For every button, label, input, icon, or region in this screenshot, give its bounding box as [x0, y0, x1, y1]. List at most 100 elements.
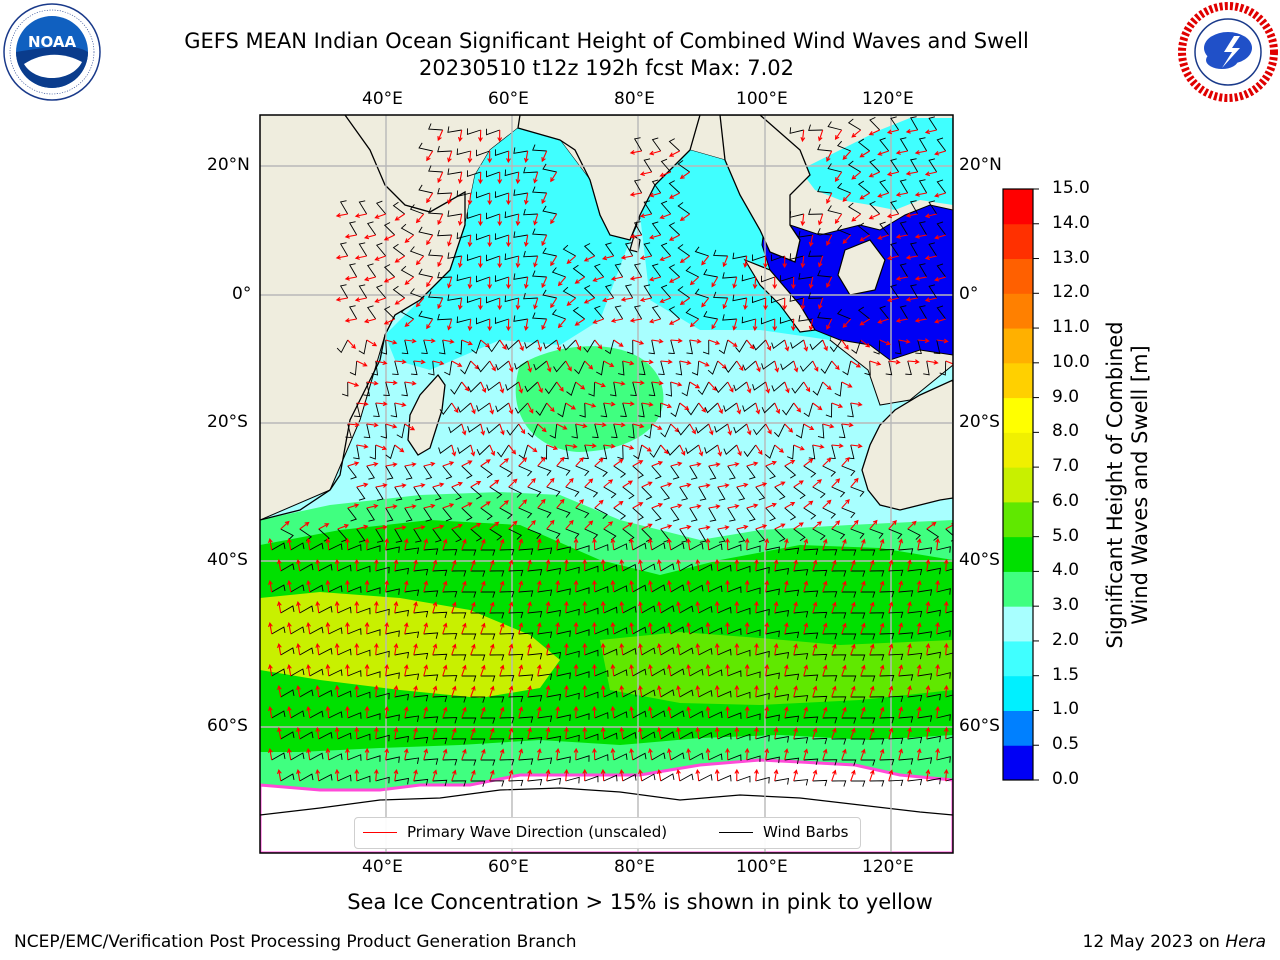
- wind-barb: [451, 654, 467, 661]
- wave-direction-arrow: [734, 558, 740, 572]
- wind-barb: [489, 486, 503, 499]
- wave-direction-arrow: [898, 339, 911, 344]
- wave-direction-arrow: [437, 213, 444, 226]
- wave-direction-arrow: [384, 747, 390, 761]
- wave-direction-arrow: [432, 524, 445, 530]
- wind-barb: [480, 591, 496, 598]
- wave-direction-arrow: [366, 422, 379, 428]
- wind-barb: [451, 528, 462, 543]
- wave-direction-arrow: [831, 643, 837, 656]
- wind-barb: [418, 142, 433, 152]
- wave-direction-arrow: [487, 192, 493, 206]
- wind-barb: [584, 733, 599, 741]
- wave-direction-arrow: [364, 537, 370, 551]
- wave-direction-arrow: [423, 503, 436, 509]
- wave-direction-arrow: [536, 706, 542, 719]
- wave-direction-arrow: [451, 360, 463, 367]
- wind-barb: [470, 738, 486, 745]
- wave-direction-arrow: [451, 643, 457, 656]
- wind-barb: [918, 263, 928, 278]
- wind-barb: [714, 381, 729, 394]
- wind-barb: [717, 606, 732, 614]
- wave-direction-arrow: [660, 444, 669, 455]
- wave-direction-arrow: [879, 748, 885, 761]
- wind-barb: [945, 610, 953, 614]
- wave-direction-arrow: [523, 318, 529, 331]
- wind-barb: [774, 610, 790, 617]
- wave-direction-arrow: [629, 747, 634, 761]
- wave-direction-arrow: [563, 642, 569, 656]
- wave-direction-arrow: [812, 601, 818, 614]
- wave-direction-arrow: [659, 171, 671, 178]
- wave-direction-arrow: [708, 462, 721, 468]
- wave-direction-arrow: [736, 360, 744, 372]
- wind-barb: [575, 507, 590, 519]
- wind-barb: [309, 710, 324, 719]
- wind-barb: [562, 244, 576, 257]
- wind-barb: [910, 242, 919, 257]
- wave-direction-arrow: [603, 443, 616, 449]
- wind-barb: [654, 402, 662, 418]
- wave-direction-arrow: [299, 521, 310, 530]
- wind-barb: [584, 528, 599, 540]
- wind-barb: [575, 587, 590, 594]
- wind-barb: [356, 733, 371, 741]
- wind-barb: [803, 465, 817, 478]
- wind-barb: [380, 339, 388, 355]
- wind-barb: [694, 288, 709, 299]
- wave-direction-arrow: [345, 579, 350, 593]
- wind-barb: [461, 717, 477, 724]
- wave-direction-arrow: [841, 422, 854, 428]
- wave-direction-arrow: [384, 537, 390, 551]
- wave-direction-arrow: [515, 213, 521, 227]
- wave-direction-arrow: [335, 213, 348, 218]
- wind-barb: [771, 381, 786, 392]
- wave-direction-arrow: [660, 524, 673, 530]
- wave-direction-arrow: [727, 339, 738, 347]
- wind-barb: [888, 779, 904, 787]
- wave-direction-arrow: [660, 402, 673, 409]
- wind-barb: [437, 145, 452, 153]
- wave-direction-arrow: [784, 622, 789, 635]
- wave-direction-arrow: [315, 684, 321, 698]
- wind-barb: [565, 776, 580, 784]
- wind-barb: [857, 138, 870, 152]
- wind-barb: [869, 612, 885, 619]
- wave-direction-arrow: [508, 444, 517, 455]
- wind-barb: [765, 465, 776, 480]
- wind-barb: [504, 295, 519, 303]
- wave-direction-arrow: [632, 460, 644, 467]
- wind-barb: [668, 264, 681, 278]
- wind-barb: [827, 163, 842, 173]
- wind-barb: [549, 423, 558, 439]
- wind-barb: [574, 360, 586, 375]
- wind-barb: [339, 200, 349, 215]
- wave-direction-arrow: [629, 276, 642, 281]
- wave-direction-arrow: [383, 318, 395, 325]
- wave-direction-arrow: [765, 423, 772, 435]
- wind-barb: [442, 507, 453, 522]
- wind-barb: [347, 465, 357, 480]
- wind-barb: [899, 305, 909, 320]
- wave-direction-arrow: [736, 444, 742, 457]
- wave-direction-arrow: [765, 339, 772, 352]
- wave-direction-arrow: [935, 579, 940, 593]
- wave-direction-arrow: [725, 747, 730, 761]
- lon-tick-bottom-60e: 60°E: [488, 857, 529, 877]
- wave-direction-arrow: [831, 601, 837, 614]
- wave-direction-arrow: [537, 456, 546, 467]
- wind-barb: [271, 626, 286, 635]
- wave-direction-arrow: [415, 255, 425, 266]
- wind-barb: [888, 695, 904, 703]
- wave-direction-arrow: [817, 255, 824, 268]
- wave-direction-arrow: [268, 706, 273, 719]
- wind-barb: [633, 137, 643, 152]
- wave-direction-arrow: [639, 171, 652, 177]
- wave-direction-arrow: [461, 423, 467, 436]
- wave-direction-arrow: [925, 768, 931, 782]
- wind-barb: [817, 143, 832, 152]
- wave-direction-arrow: [895, 150, 908, 155]
- wave-direction-arrow: [487, 150, 493, 164]
- wave-direction-arrow: [536, 538, 542, 551]
- wave-direction-arrow: [366, 503, 379, 509]
